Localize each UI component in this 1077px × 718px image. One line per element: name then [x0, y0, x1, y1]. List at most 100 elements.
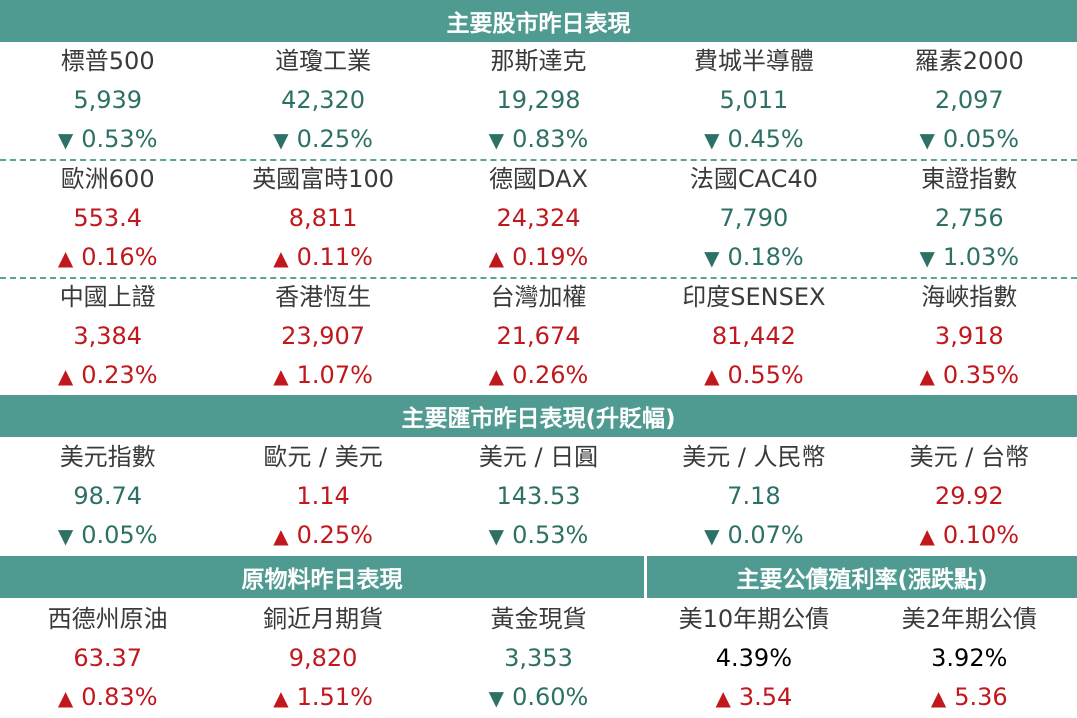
item-value: 5,011 — [719, 86, 789, 114]
item-change-value: 0.26% — [512, 361, 589, 389]
market-item: 美元 / 台幣 29.92 ▲ 0.10% — [862, 438, 1077, 554]
up-triangle-icon: ▲ — [715, 686, 731, 710]
market-item: 銅近月期貨 9,820 ▲ 1.51% — [215, 600, 430, 716]
down-triangle-icon: ▼ — [488, 524, 505, 548]
item-name: 美元 / 台幣 — [909, 443, 1029, 471]
item-name: 西德州原油 — [47, 605, 168, 633]
down-triangle-icon: ▼ — [919, 128, 935, 152]
commodities-bonds-header: 原物料昨日表現 主要公債殖利率(漲跌點) — [0, 556, 1077, 598]
item-value: 63.37 — [73, 644, 143, 672]
item-name: 費城半導體 — [693, 47, 814, 75]
stocks-row-2: 歐洲600 553.4 ▲ 0.16% 英國富時100 8,811 ▲ 0.11% 德國DAX 2… — [0, 160, 1077, 276]
market-item: 英國富時100 8,811 ▲ 0.11% — [215, 160, 430, 276]
market-item: 印度SENSEX 81,442 ▲ 0.55% — [646, 278, 861, 394]
item-name: 美元 / 人民幣 — [682, 443, 826, 471]
item-name: 印度SENSEX — [682, 283, 826, 311]
item-value: 81,442 — [711, 322, 796, 350]
item-value: 1.14 — [296, 482, 350, 510]
bonds-section-title: 主要公債殖利率(漲跌點) — [736, 567, 988, 593]
up-triangle-icon: ▲ — [488, 364, 505, 388]
item-change-value: 0.23% — [81, 361, 158, 389]
item-change-value: 0.45% — [727, 125, 804, 153]
item-value: 7.18 — [727, 482, 781, 510]
market-item: 羅素2000 2,097 ▼ 0.05% — [862, 42, 1077, 158]
item-value: 2,756 — [934, 204, 1004, 232]
item-value: 7,790 — [719, 204, 789, 232]
fx-section-header: 主要匯市昨日表現(升貶幅) — [0, 395, 1077, 437]
market-item: 美元 / 人民幣 7.18 ▼ 0.07% — [646, 438, 861, 554]
down-triangle-icon: ▼ — [57, 524, 74, 548]
down-triangle-icon: ▼ — [704, 128, 720, 152]
item-change: ▼ 0.53% — [489, 518, 589, 552]
item-value: 8,811 — [288, 204, 358, 232]
item-change-value: 0.16% — [81, 243, 158, 271]
market-item: 費城半導體 5,011 ▼ 0.45% — [646, 42, 861, 158]
market-item: 台灣加權 21,674 ▲ 0.26% — [431, 278, 646, 394]
market-item: 西德州原油 63.37 ▲ 0.83% — [0, 600, 215, 716]
stocks-row-1: 標普500 5,939 ▼ 0.53% 道瓊工業 42,320 ▼ 0.25% 那斯達克 19,2… — [0, 42, 1077, 158]
item-change: ▼ 0.05% — [919, 122, 1019, 156]
item-name: 那斯達克 — [490, 47, 587, 75]
item-value: 4.39% — [715, 644, 793, 672]
down-triangle-icon: ▼ — [57, 128, 74, 152]
row-divider — [0, 277, 1077, 279]
item-change-value: 0.19% — [512, 243, 589, 271]
item-name: 道瓊工業 — [275, 47, 372, 75]
market-item: 歐元 / 美元 1.14 ▲ 0.25% — [215, 438, 430, 554]
commodities-bonds-row: 西德州原油 63.37 ▲ 0.83% 銅近月期貨 9,820 ▲ 1.51% 黃金現貨 3,35… — [0, 600, 1077, 716]
item-change: ▲ 1.07% — [273, 358, 373, 392]
down-triangle-icon: ▼ — [919, 246, 935, 270]
item-value: 19,298 — [496, 86, 581, 114]
item-change-value: 3.54 — [738, 683, 793, 711]
item-change: ▼ 0.07% — [704, 518, 804, 552]
item-change-value: 0.07% — [727, 521, 804, 549]
item-value: 21,674 — [496, 322, 581, 350]
item-name: 美10年期公債 — [678, 605, 830, 633]
down-triangle-icon: ▼ — [488, 686, 505, 710]
market-item: 標普500 5,939 ▼ 0.53% — [0, 42, 215, 158]
item-name: 德國DAX — [489, 165, 588, 193]
stocks-row-3: 中國上證 3,384 ▲ 0.23% 香港恆生 23,907 ▲ 1.07% 台灣加權 21,67… — [0, 278, 1077, 394]
item-name: 美元指數 — [59, 443, 156, 471]
item-change-value: 0.25% — [296, 125, 373, 153]
item-change-value: 0.55% — [727, 361, 804, 389]
item-change-value: 0.11% — [296, 243, 373, 271]
up-triangle-icon: ▲ — [273, 524, 289, 548]
item-name: 東證指數 — [921, 165, 1018, 193]
item-change-value: 5.36 — [954, 683, 1008, 711]
item-name: 銅近月期貨 — [263, 605, 384, 633]
down-triangle-icon: ▼ — [704, 524, 720, 548]
item-change-value: 1.07% — [296, 361, 373, 389]
item-name: 中國上證 — [59, 283, 156, 311]
market-item: 香港恆生 23,907 ▲ 1.07% — [215, 278, 430, 394]
item-value: 23,907 — [281, 322, 366, 350]
item-value: 553.4 — [73, 204, 143, 232]
item-change: ▲ 3.54 — [715, 680, 792, 714]
item-change-value: 0.25% — [296, 521, 373, 549]
down-triangle-icon: ▼ — [273, 128, 289, 152]
row-divider — [0, 159, 1077, 161]
up-triangle-icon: ▲ — [930, 686, 947, 710]
item-change: ▼ 0.60% — [489, 680, 589, 714]
market-item: 道瓊工業 42,320 ▼ 0.25% — [215, 42, 430, 158]
market-item: 美2年期公債 3.92% ▲ 5.36 — [862, 600, 1077, 716]
up-triangle-icon: ▲ — [273, 364, 289, 388]
item-value: 9,820 — [288, 644, 358, 672]
item-name: 香港恆生 — [275, 283, 372, 311]
down-triangle-icon: ▼ — [704, 246, 720, 270]
item-value: 3,384 — [73, 322, 143, 350]
item-change-value: 1.03% — [942, 243, 1020, 271]
item-change-value: 0.05% — [942, 125, 1020, 153]
market-item: 美元指數 98.74 ▼ 0.05% — [0, 438, 215, 554]
item-change: ▼ 0.45% — [704, 122, 804, 156]
item-change: ▲ 0.10% — [919, 518, 1019, 552]
item-change: ▲ 0.35% — [919, 358, 1019, 392]
item-change-value: 0.53% — [512, 521, 589, 549]
commodities-section-header: 原物料昨日表現 — [0, 556, 644, 598]
item-change: ▲ 0.25% — [273, 518, 373, 552]
up-triangle-icon: ▲ — [919, 524, 935, 548]
item-change: ▼ 0.25% — [273, 122, 373, 156]
item-value: 3.92% — [931, 644, 1008, 672]
up-triangle-icon: ▲ — [57, 686, 74, 710]
item-change: ▼ 0.53% — [58, 122, 158, 156]
